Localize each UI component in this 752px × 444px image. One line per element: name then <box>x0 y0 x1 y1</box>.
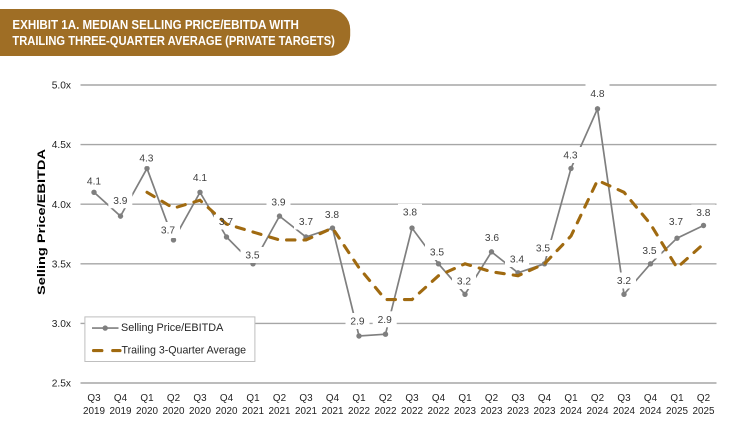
svg-text:Selling Price/EBITDA: Selling Price/EBITDA <box>36 149 48 295</box>
svg-text:Q3: Q3 <box>511 393 525 404</box>
svg-text:3.7: 3.7 <box>161 226 175 237</box>
svg-text:3.8: 3.8 <box>325 210 339 221</box>
svg-text:Q1: Q1 <box>564 393 578 404</box>
svg-text:2023: 2023 <box>454 406 476 417</box>
svg-text:Q4: Q4 <box>644 393 658 404</box>
svg-text:2024: 2024 <box>613 406 635 417</box>
svg-text:Q4: Q4 <box>220 393 234 404</box>
svg-text:Q3: Q3 <box>193 393 207 404</box>
svg-text:Q1: Q1 <box>246 393 260 404</box>
svg-text:2024: 2024 <box>587 406 609 417</box>
svg-text:3.5: 3.5 <box>536 244 550 255</box>
svg-text:Q2: Q2 <box>591 393 604 404</box>
svg-text:Q4: Q4 <box>538 393 552 404</box>
svg-text:Q4: Q4 <box>326 393 340 404</box>
svg-text:2022: 2022 <box>401 406 423 417</box>
svg-text:3.8: 3.8 <box>403 207 417 218</box>
svg-text:4.5x: 4.5x <box>52 140 71 151</box>
svg-text:5.0x: 5.0x <box>52 81 71 92</box>
svg-text:Q2: Q2 <box>697 393 710 404</box>
svg-text:2023: 2023 <box>507 406 529 417</box>
svg-text:Trailing 3-Quarter Average: Trailing 3-Quarter Average <box>122 345 247 357</box>
svg-text:3.8: 3.8 <box>696 208 710 219</box>
svg-text:2024: 2024 <box>640 406 662 417</box>
svg-text:2023: 2023 <box>481 406 503 417</box>
svg-text:3.2: 3.2 <box>457 277 471 288</box>
svg-text:2021: 2021 <box>322 406 344 417</box>
svg-text:3.5: 3.5 <box>430 248 444 259</box>
svg-text:2022: 2022 <box>375 406 397 417</box>
svg-text:3.9: 3.9 <box>271 198 285 209</box>
svg-text:2019: 2019 <box>83 406 105 417</box>
svg-text:2022: 2022 <box>348 406 370 417</box>
svg-text:Q1: Q1 <box>352 393 366 404</box>
svg-text:2019: 2019 <box>110 406 132 417</box>
svg-text:2.9: 2.9 <box>350 317 364 328</box>
svg-text:2020: 2020 <box>136 406 158 417</box>
svg-text:Q3: Q3 <box>299 393 313 404</box>
svg-text:TRAILING THREE-QUARTER AVERAGE: TRAILING THREE-QUARTER AVERAGE (PRIVATE … <box>12 33 335 48</box>
svg-text:EXHIBIT 1A. MEDIAN SELLING PRI: EXHIBIT 1A. MEDIAN SELLING PRICE/EBITDA … <box>12 17 299 32</box>
svg-text:Q3: Q3 <box>405 393 419 404</box>
svg-text:Q3: Q3 <box>617 393 631 404</box>
svg-text:2021: 2021 <box>295 406 317 417</box>
svg-text:Q1: Q1 <box>458 393 472 404</box>
svg-text:2020: 2020 <box>189 406 211 417</box>
svg-text:2025: 2025 <box>693 406 715 417</box>
svg-text:4.3: 4.3 <box>139 154 153 165</box>
svg-text:2021: 2021 <box>269 406 291 417</box>
svg-text:2.5x: 2.5x <box>52 379 71 390</box>
svg-text:4.8: 4.8 <box>590 89 604 100</box>
svg-text:4.3: 4.3 <box>563 151 577 162</box>
svg-text:Q2: Q2 <box>379 393 392 404</box>
svg-text:2022: 2022 <box>428 406 450 417</box>
svg-text:4.0x: 4.0x <box>52 200 71 211</box>
svg-text:2020: 2020 <box>216 406 238 417</box>
svg-text:3.2: 3.2 <box>617 276 631 287</box>
svg-text:Q4: Q4 <box>432 393 446 404</box>
svg-text:2025: 2025 <box>666 406 688 417</box>
svg-text:2.9: 2.9 <box>378 315 392 326</box>
svg-text:Q1: Q1 <box>140 393 154 404</box>
svg-text:2024: 2024 <box>560 406 582 417</box>
svg-text:3.7: 3.7 <box>219 217 233 228</box>
svg-text:3.5: 3.5 <box>245 251 259 262</box>
svg-text:Q2: Q2 <box>273 393 286 404</box>
svg-text:Selling Price/EBITDA: Selling Price/EBITDA <box>121 322 224 334</box>
svg-text:3.0x: 3.0x <box>52 319 71 330</box>
svg-text:Q4: Q4 <box>114 393 128 404</box>
svg-text:Q3: Q3 <box>87 393 101 404</box>
svg-text:4.1: 4.1 <box>87 177 101 188</box>
svg-text:2021: 2021 <box>242 406 264 417</box>
svg-text:Q2: Q2 <box>485 393 498 404</box>
svg-text:3.7: 3.7 <box>669 217 683 228</box>
svg-text:3.9: 3.9 <box>113 196 127 207</box>
svg-text:2020: 2020 <box>163 406 185 417</box>
svg-text:3.6: 3.6 <box>485 233 499 244</box>
svg-text:2023: 2023 <box>534 406 556 417</box>
svg-text:Q1: Q1 <box>670 393 684 404</box>
svg-text:3.5x: 3.5x <box>52 259 71 270</box>
svg-text:3.5: 3.5 <box>642 246 656 257</box>
svg-text:3.7: 3.7 <box>299 217 313 228</box>
svg-text:Q2: Q2 <box>167 393 180 404</box>
svg-text:4.1: 4.1 <box>193 173 207 184</box>
svg-text:3.4: 3.4 <box>510 255 524 266</box>
